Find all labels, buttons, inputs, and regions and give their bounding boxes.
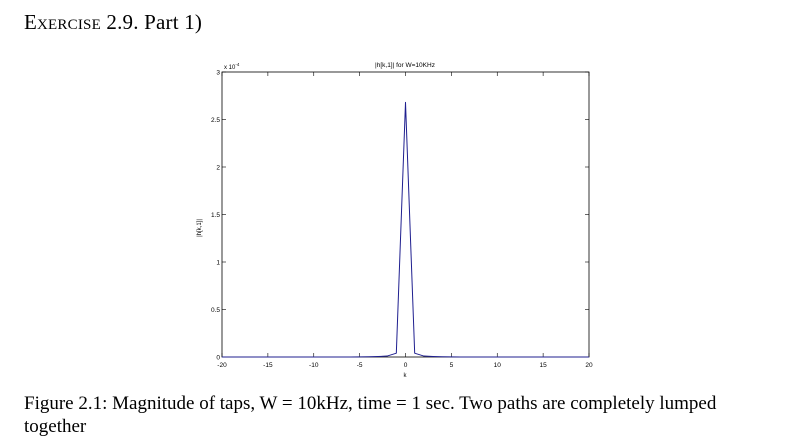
y-exponent-label: x 10-4 xyxy=(224,62,240,71)
exercise-heading: Exercise 2.9. Part 1) xyxy=(24,10,202,35)
series-line xyxy=(222,101,589,358)
chart-title: |h[k,1]| for W=10KHz xyxy=(375,62,435,69)
y-exponent-base: x 10 xyxy=(224,65,236,71)
x-tick-label: 0 xyxy=(404,362,408,369)
y-tick-label: 3 xyxy=(216,70,220,77)
x-tick-label: 10 xyxy=(494,362,502,369)
x-tick-label: -5 xyxy=(357,362,363,369)
x-tick-label: -10 xyxy=(309,362,319,369)
x-tick-label: -15 xyxy=(263,362,273,369)
y-tick-label: 1 xyxy=(216,260,220,267)
series-layer xyxy=(222,101,589,358)
part-label: Part 1) xyxy=(144,10,203,34)
y-tick-label: 2 xyxy=(216,165,220,172)
x-tick-label: 5 xyxy=(450,362,454,369)
y-tick-label: 1.5 xyxy=(211,212,220,219)
y-tick-label: 0 xyxy=(216,355,220,362)
x-axis-label: k xyxy=(404,373,408,379)
plot-axes-box xyxy=(221,71,590,358)
y-axis-ticks: 0 0.5 1 1.5 2 2.5 3 xyxy=(211,70,589,362)
y-tick-label: 0.5 xyxy=(211,307,220,314)
plot-frame xyxy=(221,71,590,358)
exercise-label: Exercise 2.9. xyxy=(24,10,139,34)
y-tick-label: 2.5 xyxy=(211,117,220,124)
x-tick-label: 20 xyxy=(585,362,593,369)
x-tick-label: 15 xyxy=(540,362,548,369)
x-axis-ticks: -20 -15 -10 -5 0 5 10 15 20 xyxy=(217,72,593,369)
figure-caption: Figure 2.1: Magnitude of taps, W = 10kHz… xyxy=(24,393,717,437)
y-axis-label: |h[k,1]| xyxy=(197,219,203,237)
y-exponent-power: -4 xyxy=(235,62,239,67)
x-tick-label: -20 xyxy=(217,362,227,369)
